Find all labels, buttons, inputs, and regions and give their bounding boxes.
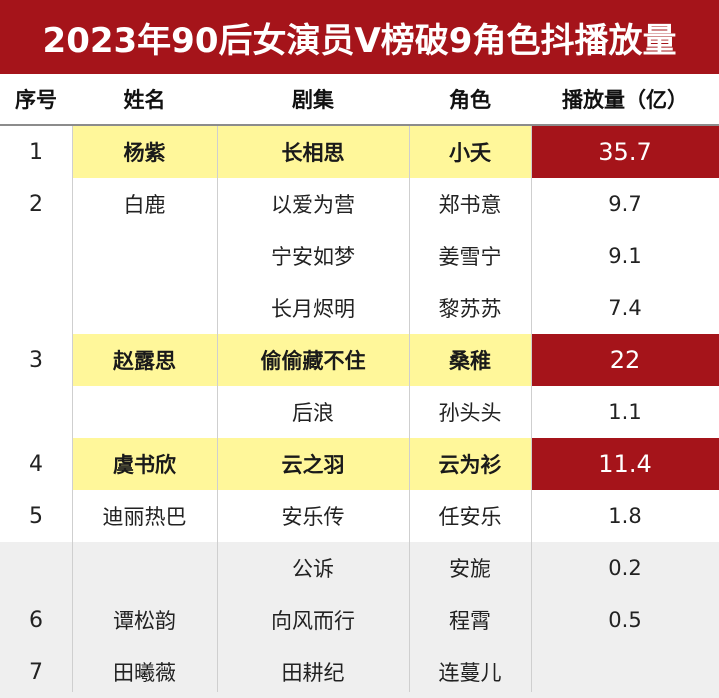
cell-drama: 长月烬明: [271, 297, 355, 321]
cell-name: 谭松韵: [113, 609, 176, 633]
cell-rank: [0, 230, 72, 282]
table-row: 6 谭松韵 向风而行 程霄 0.5: [0, 594, 719, 646]
cell-role: 桑稚: [409, 334, 531, 386]
header-rank: 序号: [15, 88, 57, 112]
table-row: 3 赵露思 偷偷藏不住 桑稚 22: [0, 334, 719, 386]
cell-name: 白鹿: [123, 193, 166, 217]
cell-plays: 22: [531, 334, 719, 386]
column-divider: [531, 126, 532, 692]
cell-name: [72, 282, 217, 334]
cell-rank: 7: [29, 659, 43, 685]
table-row: 1 杨紫 长相思 小夭 35.7: [0, 126, 719, 178]
cell-drama: 偷偷藏不住: [217, 334, 409, 386]
cell-name: 虞书欣: [72, 438, 217, 490]
header-role: 角色: [449, 88, 491, 112]
cell-role: 郑书意: [438, 193, 502, 217]
table-row: 公诉 安旎 0.2: [0, 542, 719, 594]
cell-name: [72, 386, 217, 438]
cell-rank: 6: [29, 607, 43, 633]
column-divider: [217, 126, 218, 692]
cell-drama: 长相思: [217, 126, 409, 178]
page-title: 2023年90后女演员V榜破9角色抖播放量: [0, 0, 719, 74]
cell-role: 任安乐: [438, 505, 502, 529]
cell-drama: 安乐传: [281, 505, 345, 529]
table-row: 4 虞书欣 云之羽 云为衫 11.4: [0, 438, 719, 490]
cell-plays: 1.8: [608, 504, 642, 528]
cell-plays: 35.7: [531, 126, 719, 178]
table-header: 序号 姓名 剧集 角色 播放量（亿）: [0, 74, 719, 126]
cell-role: 孙头头: [438, 401, 502, 425]
header-plays: 播放量（亿）: [562, 88, 688, 112]
cell-drama: 后浪: [292, 401, 334, 425]
cell-rank: 3: [29, 347, 43, 373]
table-row: 长月烬明 黎苏苏 7.4: [0, 282, 719, 334]
table-row: 2 白鹿 以爱为营 郑书意 9.7: [0, 178, 719, 230]
cell-plays: 9.7: [608, 192, 642, 216]
header-drama: 剧集: [292, 88, 334, 112]
column-divider: [409, 126, 410, 692]
cell-plays: 7.4: [608, 296, 642, 320]
cell-role: 安旎: [449, 557, 491, 581]
table-body: 1 杨紫 长相思 小夭 35.7 2 白鹿 以爱为营 郑书意 9.7 宁安如梦 姜雪宁 9.1 长月烬明 黎…: [0, 126, 719, 698]
cell-name: 迪丽热巴: [102, 505, 187, 529]
cell-role: 姜雪宁: [438, 245, 502, 269]
cell-rank: 4: [29, 451, 43, 477]
cell-rank: [0, 282, 72, 334]
cell-plays: 11.4: [531, 438, 719, 490]
cell-rank: [0, 386, 72, 438]
cell-drama: 向风而行: [271, 609, 355, 633]
cell-drama: 田耕纪: [281, 661, 345, 685]
cell-rank: 2: [29, 191, 43, 217]
cell-drama: 云之羽: [217, 438, 409, 490]
cell-drama: 宁安如梦: [271, 245, 355, 269]
table-row: 5 迪丽热巴 安乐传 任安乐 1.8: [0, 490, 719, 542]
table-row: 后浪 孙头头 1.1: [0, 386, 719, 438]
cell-name: [72, 542, 217, 594]
cell-rank: [0, 542, 72, 594]
cell-rank: 1: [29, 139, 43, 165]
cell-drama: 公诉: [292, 557, 334, 581]
cell-plays: [531, 646, 719, 698]
cell-rank: 5: [29, 503, 43, 529]
cell-plays: 9.1: [608, 244, 642, 268]
cell-role: 小夭: [409, 126, 531, 178]
column-divider: [72, 126, 73, 692]
cell-drama: 以爱为营: [271, 193, 355, 217]
table-row: 7 田曦薇 田耕纪 连蔓儿: [0, 646, 719, 698]
cell-plays: 0.5: [608, 608, 642, 632]
cell-role: 连蔓儿: [438, 661, 502, 685]
cell-plays: 0.2: [608, 556, 642, 580]
cell-role: 程霄: [449, 609, 491, 633]
cell-name: 杨紫: [72, 126, 217, 178]
cell-role: 云为衫: [409, 438, 531, 490]
cell-role: 黎苏苏: [438, 297, 502, 321]
header-name: 姓名: [123, 88, 166, 112]
cell-name: 田曦薇: [113, 661, 176, 685]
cell-plays: 1.1: [608, 400, 642, 424]
cell-name: 赵露思: [72, 334, 217, 386]
cell-name: [72, 230, 217, 282]
table-row: 宁安如梦 姜雪宁 9.1: [0, 230, 719, 282]
